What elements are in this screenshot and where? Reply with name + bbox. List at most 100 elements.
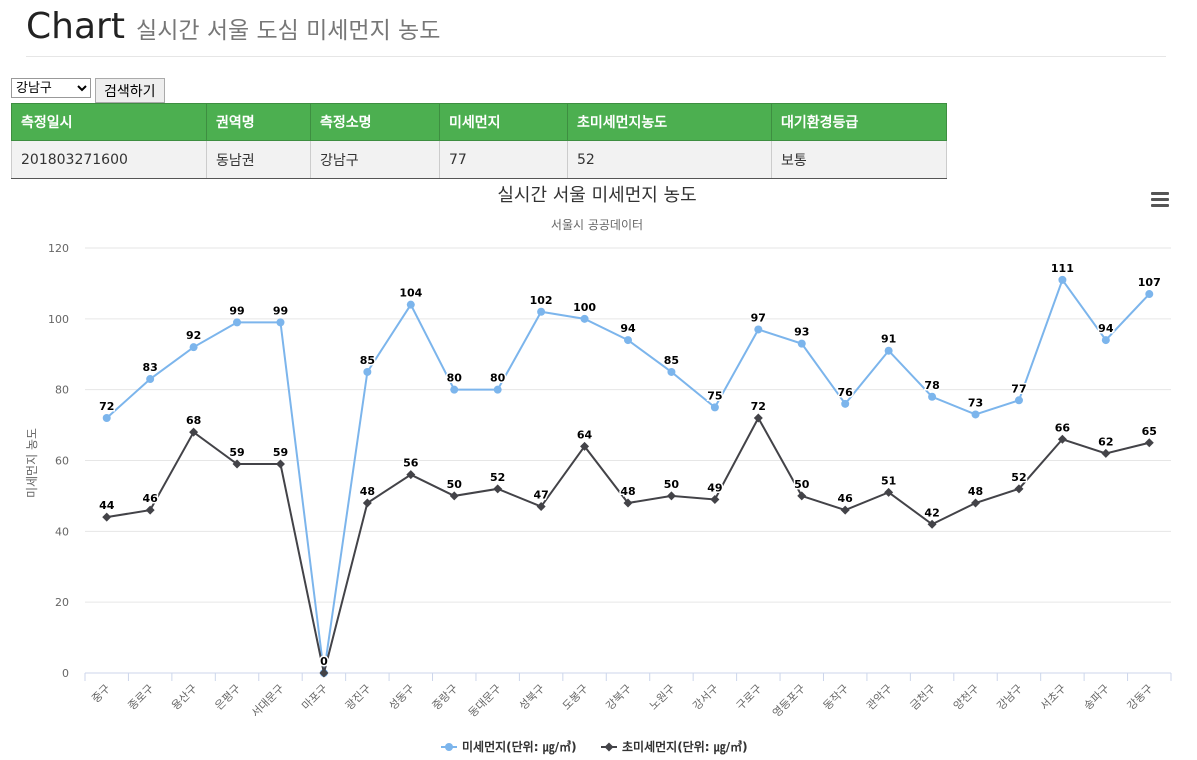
data-point [623, 498, 633, 508]
data-label: 64 [577, 428, 593, 441]
data-label: 0 [320, 655, 328, 668]
data-point [1057, 434, 1067, 444]
x-tick-label: 성동구 [386, 682, 417, 713]
data-point [1101, 336, 1110, 345]
data-point [884, 487, 894, 497]
legend-item: 미세먼지(단위: ㎍/㎥) [441, 739, 577, 755]
data-label: 80 [447, 372, 463, 385]
district-select[interactable]: 강남구 [11, 78, 91, 98]
data-point [927, 519, 937, 529]
data-point [406, 300, 415, 309]
column-header: 측정일시 [11, 103, 207, 141]
legend-label: 초미세먼지(단위: ㎍/㎥) [622, 739, 748, 755]
data-label: 68 [186, 414, 201, 427]
y-tick-label: 20 [55, 596, 69, 609]
table-cell: 강남구 [310, 140, 440, 179]
data-label: 92 [186, 329, 201, 342]
data-point [493, 484, 503, 494]
data-label: 78 [924, 379, 939, 392]
header-divider [26, 56, 1166, 57]
x-tick-label: 동작구 [821, 682, 852, 713]
data-label: 48 [360, 485, 375, 498]
data-point [580, 441, 590, 451]
data-label: 93 [794, 326, 809, 339]
legend-label: 미세먼지(단위: ㎍/㎥) [462, 739, 577, 755]
data-label: 59 [229, 446, 244, 459]
data-label: 52 [1011, 471, 1026, 484]
data-point [362, 498, 372, 508]
data-label: 72 [99, 400, 114, 413]
data-point [971, 498, 981, 508]
data-label: 80 [490, 372, 506, 385]
data-point [102, 512, 112, 522]
table-cell: 52 [567, 140, 772, 179]
data-point [797, 339, 806, 348]
x-tick-label: 용산구 [169, 682, 200, 713]
x-tick-label: 동대문구 [466, 682, 504, 720]
x-tick-label: 강동구 [1125, 682, 1156, 713]
data-label: 73 [968, 396, 983, 409]
page-title: Chart [26, 6, 125, 47]
legend-item: 초미세먼지(단위: ㎍/㎥) [601, 739, 748, 755]
x-tick-label: 성북구 [517, 682, 548, 713]
search-button[interactable]: 검색하기 [95, 78, 165, 103]
data-label: 46 [838, 492, 854, 505]
table-cell: 보통 [771, 140, 947, 179]
y-tick-label: 100 [48, 313, 69, 326]
data-point [624, 336, 632, 345]
data-label: 52 [490, 471, 505, 484]
data-point [667, 367, 676, 376]
data-label: 107 [1138, 276, 1161, 289]
x-tick-label: 중구 [89, 682, 113, 706]
data-point [1014, 484, 1024, 494]
data-label: 59 [273, 446, 288, 459]
data-point [145, 505, 155, 515]
data-label: 48 [968, 485, 983, 498]
column-header: 대기환경등급 [771, 103, 947, 141]
x-tick-label: 송파구 [1081, 682, 1112, 713]
x-tick-label: 노원구 [647, 682, 678, 713]
data-point [580, 314, 589, 323]
page-subtitle: 실시간 서울 도심 미세먼지 농도 [136, 18, 441, 44]
data-point [1144, 438, 1154, 448]
chart-title: 실시간 서울 미세먼지 농도 [497, 185, 696, 206]
data-point [710, 403, 719, 412]
y-tick-label: 60 [55, 455, 69, 468]
data-point [710, 494, 720, 504]
data-label: 46 [143, 492, 159, 505]
data-label: 75 [707, 389, 722, 402]
data-label: 94 [1098, 322, 1114, 335]
data-label: 99 [273, 304, 288, 317]
data-label: 111 [1051, 262, 1074, 275]
data-label: 91 [881, 333, 896, 346]
data-point [363, 367, 372, 376]
x-tick-label: 서대문구 [249, 682, 287, 720]
data-point [276, 318, 285, 327]
table-cell: 동남권 [206, 140, 311, 179]
y-tick-label: 40 [55, 525, 69, 538]
table-cell: 77 [439, 140, 568, 179]
x-tick-label: 강남구 [994, 682, 1025, 713]
data-point [753, 413, 763, 423]
menu-icon[interactable] [1151, 192, 1169, 208]
data-label: 102 [530, 294, 553, 307]
data-point [1014, 396, 1023, 405]
column-header: 측정소명 [310, 103, 440, 141]
data-label: 49 [707, 481, 722, 494]
x-tick-label: 강서구 [690, 682, 721, 713]
y-tick-label: 80 [55, 384, 69, 397]
data-point [189, 427, 199, 437]
x-tick-label: 강북구 [603, 682, 634, 713]
data-label: 65 [1142, 425, 1157, 438]
x-tick-label: 금천구 [907, 681, 938, 712]
x-tick-label: 영등포구 [770, 682, 808, 720]
data-label: 77 [1011, 382, 1026, 395]
series-group: 72 83 92 99 99 0 85 104 80 80 102 100 94 85 75 97 93 76 91… [98, 260, 1162, 677]
x-tick-label: 광진구 [343, 682, 374, 713]
data-point [884, 346, 893, 355]
x-tick-label: 서초구 [1038, 682, 1069, 713]
chart-subtitle: 서울시 공공데이터 [551, 218, 643, 232]
series-line [106, 415, 1150, 674]
data-label: 0 [320, 655, 328, 668]
data-point [1101, 448, 1111, 458]
